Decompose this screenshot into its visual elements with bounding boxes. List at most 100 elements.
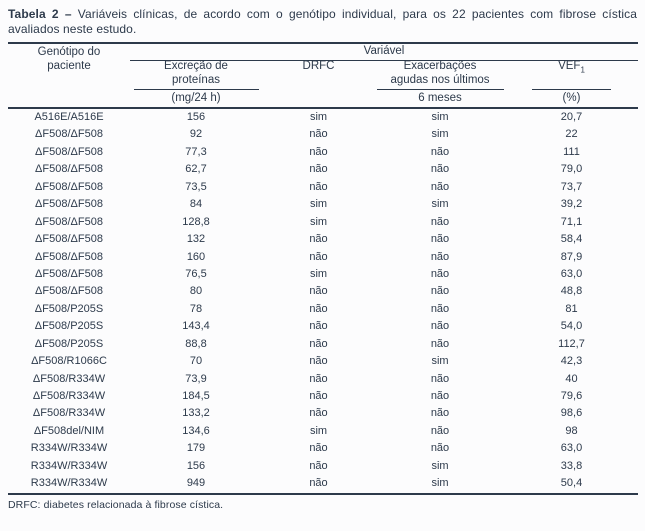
cell-drfc: não [309, 285, 328, 298]
cell-vef: 33,8 [560, 459, 583, 472]
journal-table-page: Tabela 2 – Variáveis clínicas, de acordo… [0, 7, 645, 531]
cell-drfc: não [309, 390, 328, 402]
cell-exacerbations: não [430, 407, 450, 420]
protein-underline [133, 89, 259, 90]
cell-vef: 42,3 [560, 355, 583, 368]
cell-exacerbations: sim [431, 111, 449, 123]
cell-exacerbations: não [430, 215, 450, 228]
cell-exacerbations: não [430, 372, 450, 385]
header-vef-label: VEF1 [558, 60, 585, 75]
cell-protein-excretion: 88,8 [185, 337, 207, 350]
header-exacerbations-line2: agudas nos últimos [390, 73, 490, 86]
cell-drfc: não [309, 477, 328, 490]
cell-protein-excretion: 156 [186, 459, 206, 472]
cell-vef: 40 [565, 372, 578, 385]
cell-genotype: ΔF508/R334W [32, 390, 106, 402]
cell-exacerbations: não [430, 163, 450, 176]
cell-vef: 48,8 [560, 285, 583, 298]
cell-exacerbations: não [430, 285, 450, 298]
cell-protein-excretion: 92 [189, 128, 203, 141]
cell-protein-excretion: 184,5 [182, 390, 210, 402]
header-vef-column: VEF1 (%) [505, 60, 638, 107]
vef-subscript: 1 [580, 65, 585, 75]
cell-exacerbations: sim [431, 477, 449, 490]
cell-protein-excretion: 156 [186, 111, 206, 123]
table-header-columns-band: paciente Excreção de proteínas (mg/24 h)… [8, 60, 638, 109]
table-header-top-band: Genótipo do Variável [8, 44, 638, 61]
header-protein-unit: (mg/24 h) [171, 92, 221, 104]
cell-genotype: R334W/R334W [30, 477, 108, 490]
header-genotype-line2: paciente [47, 60, 91, 72]
cell-drfc: não [309, 180, 328, 193]
clinical-variables-table: Genótipo do Variável paciente Excreção d… [8, 42, 638, 495]
cell-genotype: ΔF508/ΔF508 [35, 163, 103, 176]
cell-vef: 63,0 [560, 442, 583, 455]
cell-protein-excretion: 62,7 [185, 163, 207, 176]
header-protein-column: Excreção de proteínas (mg/24 h) [130, 60, 262, 107]
cell-genotype: ΔF508/ΔF508 [35, 128, 103, 141]
cell-exacerbations: não [430, 337, 450, 350]
cell-exacerbations: sim [431, 355, 449, 368]
cell-drfc: não [309, 320, 328, 333]
table-footnote: DRFC: diabetes relacionada à fibrose cís… [8, 498, 224, 511]
cell-protein-excretion: 73,9 [185, 372, 207, 385]
cell-genotype: R334W/R334W [30, 459, 108, 472]
header-exacerbations-label: Exacerbações agudas nos últimos [390, 60, 489, 87]
cell-drfc: não [309, 233, 328, 246]
table-caption: Tabela 2 – Variáveis clínicas, de acordo… [8, 7, 637, 37]
cell-genotype: ΔF508/R1066C [31, 355, 107, 368]
cell-exacerbations: sim [431, 128, 449, 141]
header-exacerbations-line1: Exacerbações [403, 60, 477, 72]
cell-drfc: sim [309, 111, 328, 123]
cell-protein-excretion: 128,8 [182, 215, 210, 228]
header-variable-group: Variável [130, 44, 638, 61]
cell-vef: 58,4 [560, 233, 583, 246]
cell-drfc: não [309, 145, 328, 158]
cell-vef: 79,6 [560, 390, 583, 402]
cell-genotype: ΔF508/P205S [34, 337, 104, 350]
cell-protein-excretion: 80 [189, 285, 203, 298]
cell-protein-excretion: 132 [186, 233, 206, 246]
cell-genotype: ΔF508/R334W [32, 372, 106, 385]
cell-vef: 98,6 [560, 407, 583, 420]
cell-protein-excretion: 160 [186, 250, 206, 263]
cell-genotype: ΔF508/ΔF508 [35, 145, 103, 158]
cell-vef: 73,7 [560, 180, 583, 193]
header-drfc-column: DRFC [262, 60, 375, 107]
cell-genotype: A516E/A516E [34, 111, 104, 123]
cell-genotype: ΔF508/ΔF508 [35, 215, 103, 228]
cell-exacerbations: não [430, 180, 450, 193]
cell-exacerbations: sim [431, 459, 449, 472]
cell-genotype: ΔF508/ΔF508 [35, 180, 103, 193]
table-caption-label: Tabela 2 – [8, 7, 72, 21]
header-vef-unit: (%) [562, 92, 581, 104]
cell-drfc: não [309, 302, 328, 315]
header-drfc-label: DRFC [302, 60, 335, 72]
cell-vef: 54,0 [560, 320, 583, 333]
cell-exacerbations: não [430, 424, 450, 437]
cell-drfc: não [309, 163, 328, 176]
cell-protein-excretion: 179 [186, 442, 206, 455]
cell-genotype: ΔF508/R334W [32, 407, 106, 420]
caption-dash: – [64, 7, 72, 21]
header-protein-line1: Excreção de [164, 60, 228, 72]
cell-genotype: ΔF508/P205S [34, 320, 104, 333]
cell-drfc: não [309, 407, 328, 420]
cell-exacerbations: não [430, 267, 450, 280]
cell-protein-excretion: 78 [189, 302, 203, 315]
cell-vef: 81 [565, 302, 578, 315]
cell-genotype: ΔF508/P205S [34, 302, 104, 315]
header-genotype-line1: Genótipo do [37, 46, 101, 58]
cell-protein-excretion: 73,5 [185, 180, 207, 193]
cell-drfc: não [309, 442, 328, 455]
cell-exacerbations: não [430, 320, 450, 333]
table-body: A516E/A516E 156 sim sim 20,7 ΔF508/ΔF508… [8, 109, 638, 495]
cell-exacerbations: não [430, 302, 450, 315]
cell-vef: 71,1 [560, 215, 583, 228]
cell-protein-excretion: 70 [189, 355, 203, 368]
cell-protein-excretion: 133,2 [182, 407, 210, 420]
header-protein-line2: proteínas [172, 73, 220, 86]
header-genotype-column: paciente [8, 60, 130, 107]
cell-genotype: ΔF508/ΔF508 [35, 267, 103, 280]
cell-drfc: sim [309, 215, 328, 228]
